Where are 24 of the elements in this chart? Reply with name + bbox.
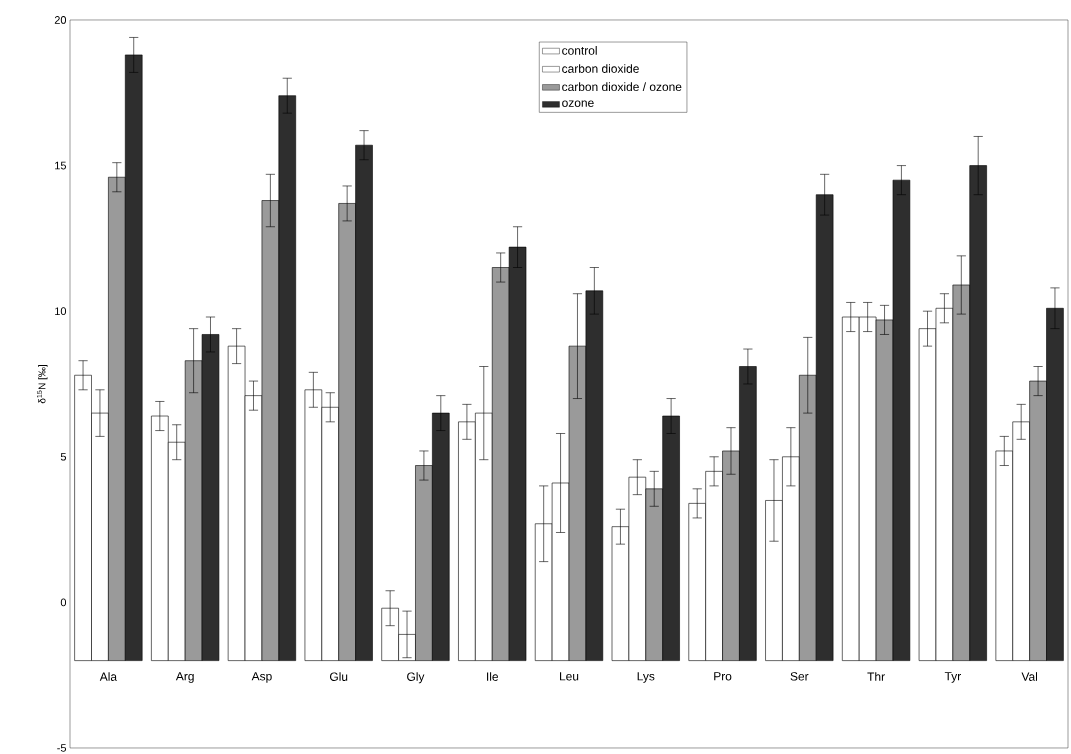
x-tick-label: Lys: [637, 672, 655, 683]
x-tick-label: Asp: [251, 672, 272, 683]
x-tick-label: Val: [1021, 672, 1038, 681]
x-tick-label: Ala: [99, 672, 118, 681]
x-tick-label: Ile: [487, 672, 499, 681]
x-tick-label: Glu: [329, 672, 348, 681]
y-tick-label: 0: [60, 598, 67, 607]
y-tick-label: 10: [55, 307, 67, 316]
y-tick-label: -5: [57, 744, 67, 752]
x-tick-label: Leu: [560, 672, 579, 681]
legend-label: ozone: [562, 100, 594, 107]
y-tick-label: 20: [54, 16, 67, 24]
y-axis-title: δ$^{15}$N [‰]: [36, 365, 48, 404]
y-tick-label: 15: [55, 161, 67, 170]
legend-label: carbon dioxide: [562, 64, 639, 73]
y-tick-label: 5: [60, 452, 67, 461]
x-tick-label: Ser: [790, 672, 809, 681]
legend-label: carbon dioxide / ozone: [562, 82, 682, 92]
x-tick-label: Gly: [407, 672, 425, 684]
x-tick-label: Pro: [714, 672, 732, 681]
x-tick-label: Arg: [175, 672, 194, 683]
legend-label: control: [562, 46, 597, 55]
x-tick-label: Tyr: [944, 672, 961, 683]
x-tick-label: Thr: [867, 672, 885, 681]
